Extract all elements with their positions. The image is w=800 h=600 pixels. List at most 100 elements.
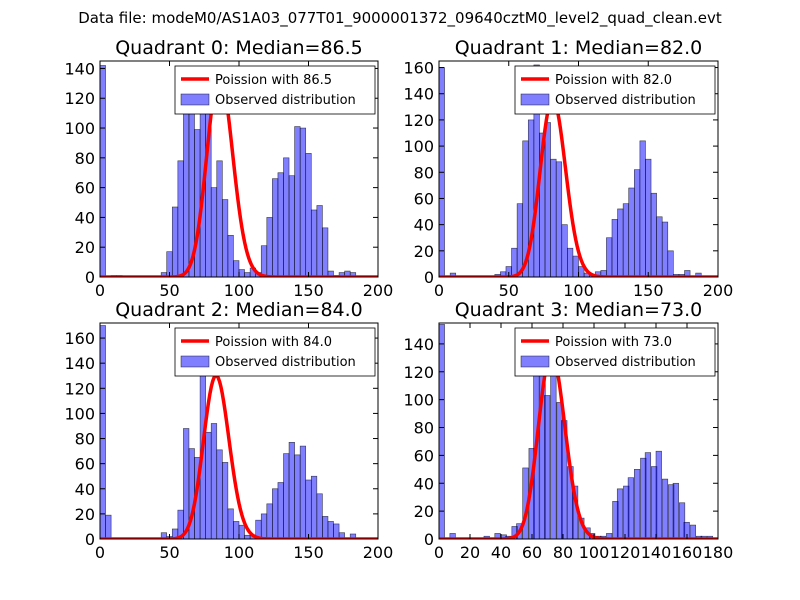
histogram-bar bbox=[305, 479, 312, 539]
histogram-bar bbox=[100, 65, 106, 277]
histogram-bar bbox=[439, 324, 445, 539]
chart-panel-3: 0 20 40 60 80 100 120 140 160 1800204060801001201… bbox=[403, 299, 733, 562]
legend-box bbox=[174, 327, 376, 377]
poisson-curve bbox=[439, 97, 718, 277]
y-tick-label: 0 bbox=[85, 530, 95, 549]
histogram-bar bbox=[238, 524, 245, 539]
legend: Poission with 82.0 Observed distribution bbox=[514, 65, 716, 115]
x-tick-label: 0 bbox=[95, 281, 105, 300]
x-tick-label: 180 bbox=[703, 543, 734, 562]
x-tick-label: 150 bbox=[633, 281, 664, 300]
histogram-bar bbox=[617, 208, 624, 277]
histogram-bar bbox=[260, 513, 268, 539]
histogram-bar bbox=[672, 482, 679, 539]
histogram-bar bbox=[260, 245, 268, 277]
x-tick-label: 100 bbox=[224, 281, 255, 300]
histogram-bar bbox=[689, 524, 696, 539]
y-tick-label: 20 bbox=[75, 505, 95, 524]
legend-label-observed: Observed distribution bbox=[555, 355, 696, 370]
chart-title: Quadrant 2: Median=84.0 bbox=[115, 299, 363, 321]
legend-bar-swatch bbox=[180, 93, 210, 106]
x-tick-label: 80 bbox=[553, 543, 573, 562]
y-tick-label: 80 bbox=[75, 149, 95, 168]
x-tick-label: 200 bbox=[703, 281, 734, 300]
histogram-bar bbox=[327, 270, 334, 277]
histogram-bar bbox=[616, 488, 624, 539]
histogram-bar bbox=[171, 206, 179, 277]
y-tick-label: 40 bbox=[414, 216, 434, 235]
y-tick-label: 140 bbox=[403, 85, 434, 104]
x-tick-label: 50 bbox=[159, 281, 179, 300]
y-tick-label: 0 bbox=[424, 268, 434, 287]
histogram-bar bbox=[210, 423, 218, 539]
x-tick-label: 100 bbox=[563, 281, 594, 300]
histogram-bar bbox=[516, 203, 523, 277]
histogram-bar bbox=[299, 127, 307, 277]
histogram-bar bbox=[194, 129, 201, 277]
y-tick-label: 60 bbox=[75, 455, 95, 474]
histogram-bar bbox=[272, 488, 279, 539]
histogram-bar bbox=[277, 172, 284, 277]
histogram-bar bbox=[277, 482, 284, 539]
histogram-bar bbox=[567, 247, 574, 277]
legend: Poission with 86.5 Observed distribution bbox=[174, 65, 376, 115]
histogram-bar bbox=[322, 516, 329, 539]
y-tick-label: 60 bbox=[414, 446, 434, 465]
y-tick-label: 80 bbox=[414, 419, 434, 438]
y-tick-label: 60 bbox=[75, 179, 95, 198]
histogram-bar bbox=[544, 395, 551, 539]
legend-label-observed: Observed distribution bbox=[555, 93, 696, 108]
histogram-bar bbox=[655, 450, 662, 539]
histogram-bar bbox=[656, 216, 663, 277]
histogram-bar bbox=[222, 199, 229, 277]
y-tick-label: 40 bbox=[414, 474, 434, 493]
histogram-bar bbox=[227, 508, 234, 539]
histogram-bar bbox=[266, 217, 273, 277]
y-tick-label: 0 bbox=[424, 530, 434, 549]
y-tick-label: 100 bbox=[403, 137, 434, 156]
poisson-curve bbox=[439, 351, 718, 539]
plot-area bbox=[100, 325, 378, 539]
chart-panel-0: 0 50 100 150 200 0 20 40 60 80 100 120 140 Quadrant 0… bbox=[64, 37, 393, 300]
poisson-curve bbox=[100, 373, 378, 539]
x-tick-label: 100 bbox=[579, 543, 610, 562]
y-tick-label: 20 bbox=[414, 242, 434, 261]
y-tick-label: 160 bbox=[403, 59, 434, 78]
figure-suptitle: Data file: modeM0/AS1A03_077T01_90000013… bbox=[78, 9, 722, 28]
histogram-bar bbox=[233, 521, 240, 539]
y-tick-label: 120 bbox=[403, 111, 434, 130]
x-tick-label: 50 bbox=[159, 543, 179, 562]
x-tick-label: 150 bbox=[293, 543, 324, 562]
y-tick-label: 40 bbox=[75, 208, 95, 227]
histogram-bar bbox=[283, 157, 290, 277]
y-tick-label: 100 bbox=[64, 119, 95, 138]
histogram-bar bbox=[661, 221, 669, 277]
x-tick-label: 100 bbox=[224, 543, 255, 562]
axes-frame bbox=[438, 322, 719, 540]
histogram-bar bbox=[100, 325, 106, 539]
histogram-bar bbox=[572, 255, 579, 277]
histogram-bar bbox=[338, 532, 345, 539]
histogram-bar bbox=[645, 158, 652, 277]
chart-title: Quadrant 0: Median=86.5 bbox=[115, 37, 363, 59]
y-tick-label: 20 bbox=[75, 238, 95, 257]
legend: Poission with 73.0 Observed distribution bbox=[514, 327, 716, 377]
histogram-bar bbox=[627, 477, 634, 539]
legend-label-poisson: Poission with 84.0 bbox=[215, 335, 332, 350]
histogram-bar bbox=[555, 161, 563, 277]
x-tick-label: 150 bbox=[293, 281, 324, 300]
histogram-bar bbox=[349, 272, 357, 277]
chart-panel-1: 0 50 100 150 200 0 20 40 60 80 100 120 140 160 Quadran… bbox=[403, 37, 733, 300]
histogram-bar bbox=[661, 478, 669, 539]
legend-box bbox=[514, 327, 716, 377]
legend-label-observed: Observed distribution bbox=[215, 355, 356, 370]
histogram-bar bbox=[183, 109, 190, 277]
histogram-bar bbox=[578, 266, 585, 277]
y-tick-label: 140 bbox=[64, 59, 95, 78]
x-tick-label: 120 bbox=[610, 543, 641, 562]
plot-area bbox=[100, 65, 378, 277]
histogram-bar bbox=[316, 205, 323, 277]
y-tick-label: 120 bbox=[64, 379, 95, 398]
histogram-bar bbox=[266, 503, 273, 539]
